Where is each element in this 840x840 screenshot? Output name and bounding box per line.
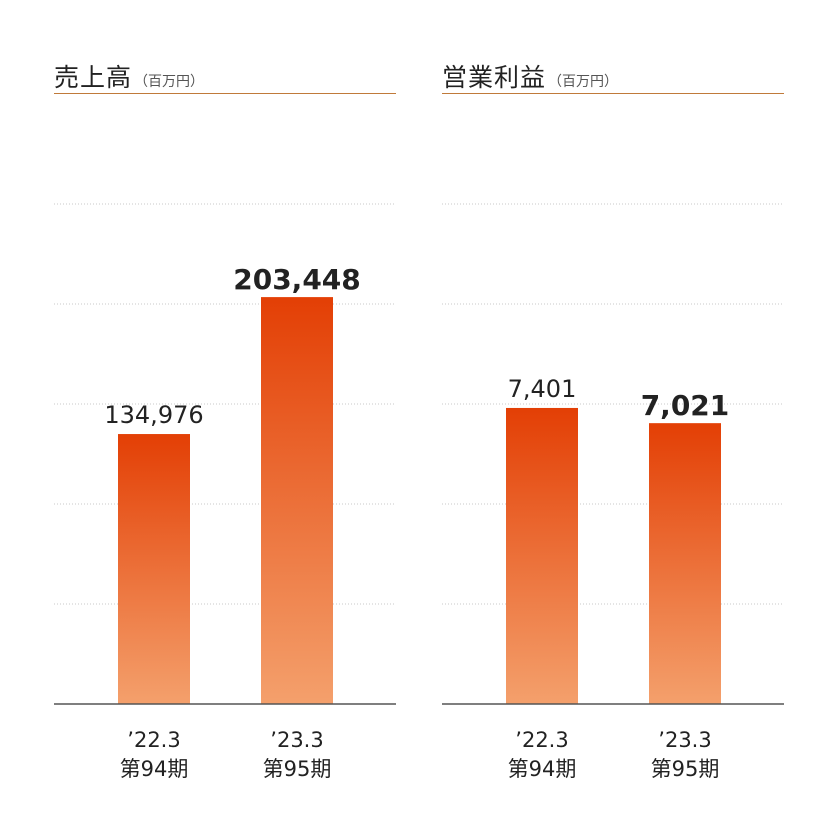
bar-1: [118, 434, 190, 704]
bar-1: [506, 407, 578, 704]
title-underline: [442, 93, 784, 94]
data-label: 134,976: [104, 401, 203, 429]
sales-bar-plot: 134,976 ’22.3 第94期 203,448 ’23.3 第95期: [54, 203, 396, 781]
operating-profit-bar-plot: 7,401 ’22.3 第94期 7,021 ’23.3 第95期: [442, 203, 784, 781]
chart-title-main: 売上高: [54, 63, 133, 92]
title-underline: [54, 93, 396, 94]
chart-title-main: 営業利益: [442, 63, 547, 92]
bar-2: [261, 297, 333, 704]
category-label-period: ’22.3: [127, 728, 180, 752]
data-label: 7,401: [508, 375, 577, 403]
operating-profit-chart: 営業利益 （百万円） 7,401 ’22.3 第94期 7,021 ’23.3 第95期: [442, 0, 784, 840]
data-label: 7,021: [641, 389, 730, 422]
bar-2: [649, 423, 721, 704]
chart-title: 営業利益 （百万円）: [442, 58, 618, 94]
category-label-term: 第94期: [508, 757, 577, 781]
category-label-term: 第95期: [651, 757, 720, 781]
category-label-term: 第94期: [120, 757, 189, 781]
category-label-term: 第95期: [263, 757, 332, 781]
chart-title-unit: （百万円）: [134, 74, 205, 90]
category-label-period: ’23.3: [658, 728, 711, 752]
category-label-period: ’23.3: [270, 728, 323, 752]
data-label: 203,448: [233, 263, 361, 296]
sales-chart: 売上高 （百万円） 134,976 ’22.3 第94期 203,448 ’23.3 第95…: [54, 0, 396, 840]
chart-title: 売上高 （百万円）: [54, 58, 204, 94]
category-label-period: ’22.3: [515, 728, 568, 752]
chart-title-unit: （百万円）: [548, 74, 619, 90]
